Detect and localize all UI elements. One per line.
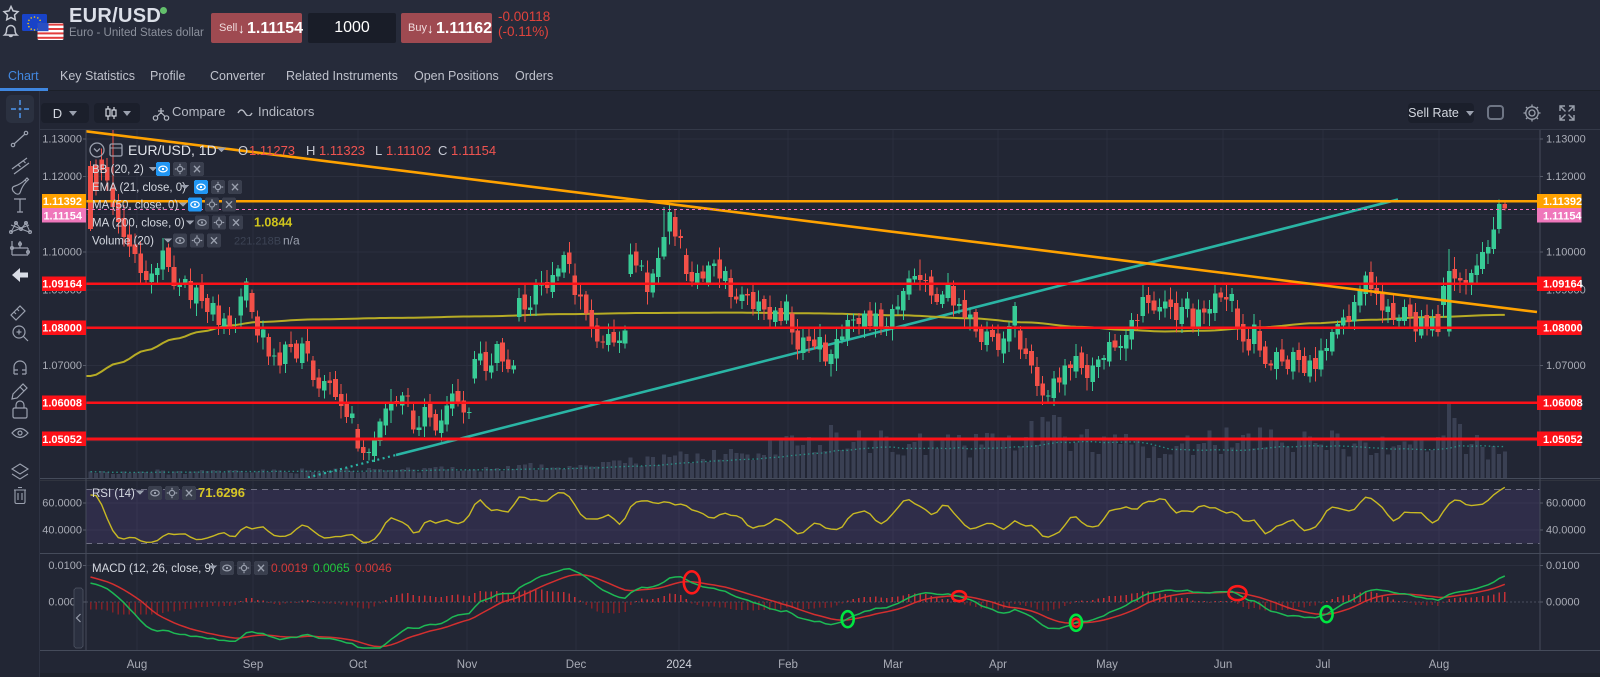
svg-text:1.08000: 1.08000: [42, 323, 82, 335]
svg-text:MA (50, close, 0): MA (50, close, 0): [92, 200, 178, 212]
svg-text:1.13000: 1.13000: [1546, 134, 1586, 146]
svg-text:O: O: [238, 143, 248, 158]
svg-text:40.0000: 40.0000: [42, 525, 82, 537]
svg-text:Dec: Dec: [566, 659, 587, 671]
svg-text:BB (20, 2): BB (20, 2): [92, 164, 144, 176]
svg-text:40.0000: 40.0000: [1546, 525, 1586, 537]
svg-text:60.0000: 60.0000: [42, 498, 82, 510]
svg-text:71.6296: 71.6296: [198, 485, 245, 500]
svg-text:221.218B: 221.218B: [234, 236, 281, 248]
svg-text:1.06008: 1.06008: [1543, 398, 1583, 410]
svg-text:1.05052: 1.05052: [42, 434, 82, 446]
svg-text:1.10000: 1.10000: [42, 247, 82, 259]
svg-text:MA (200, close, 0): MA (200, close, 0): [92, 218, 185, 230]
svg-text:1.11154: 1.11154: [43, 210, 82, 222]
svg-text:1.07000: 1.07000: [42, 360, 82, 372]
svg-text:Feb: Feb: [778, 659, 798, 671]
svg-text:1.05052: 1.05052: [1543, 434, 1583, 446]
svg-text:Aug: Aug: [127, 659, 147, 671]
svg-text:Mar: Mar: [883, 659, 903, 671]
svg-text:Volume (20): Volume (20): [92, 236, 154, 248]
svg-text:1.11392: 1.11392: [43, 196, 82, 208]
svg-text:1.12000: 1.12000: [42, 171, 82, 183]
svg-text:Apr: Apr: [989, 659, 1007, 671]
svg-text:Aug: Aug: [1429, 659, 1449, 671]
svg-text:MACD (12, 26, close, 9): MACD (12, 26, close, 9): [92, 563, 215, 575]
svg-text:EUR/USD, 1D: EUR/USD, 1D: [128, 142, 217, 158]
svg-text:1.0844: 1.0844: [254, 216, 292, 230]
svg-text:H: H: [306, 143, 315, 158]
svg-text:Sep: Sep: [243, 659, 263, 671]
svg-text:1.09164: 1.09164: [1543, 279, 1584, 291]
svg-text:0.0000: 0.0000: [1546, 597, 1580, 609]
svg-text:0.0019: 0.0019: [271, 561, 308, 575]
svg-text:1.09164: 1.09164: [42, 279, 83, 291]
svg-text:0.0100: 0.0100: [48, 560, 82, 572]
svg-text:0.0065: 0.0065: [313, 561, 350, 575]
svg-text:1.11102: 1.11102: [386, 143, 431, 158]
svg-text:2024: 2024: [666, 659, 692, 671]
svg-text:0.0100: 0.0100: [1546, 560, 1580, 572]
svg-text:1.11154: 1.11154: [451, 143, 496, 158]
svg-text:1.08000: 1.08000: [1543, 323, 1583, 335]
svg-text:1.06008: 1.06008: [42, 398, 82, 410]
svg-text:1.11154: 1.11154: [1543, 210, 1582, 222]
svg-text:1.10000: 1.10000: [1546, 247, 1586, 259]
svg-text:1.11273: 1.11273: [249, 143, 295, 158]
svg-text:60.0000: 60.0000: [1546, 498, 1586, 510]
svg-text:C: C: [438, 143, 447, 158]
svg-text:1.12000: 1.12000: [1546, 171, 1586, 183]
svg-text:1.13000: 1.13000: [42, 134, 82, 146]
svg-text:EMA (21, close, 0): EMA (21, close, 0): [92, 182, 186, 194]
svg-text:Jun: Jun: [1214, 659, 1233, 671]
svg-text:0.0046: 0.0046: [355, 561, 392, 575]
svg-text:May: May: [1096, 659, 1118, 671]
svg-text:1.11323: 1.11323: [319, 143, 365, 158]
svg-text:RSI (14): RSI (14): [92, 488, 135, 500]
svg-text:Jul: Jul: [1316, 659, 1331, 671]
svg-text:Nov: Nov: [457, 659, 478, 671]
svg-text:n/a: n/a: [283, 234, 300, 248]
svg-text:Oct: Oct: [349, 659, 368, 671]
svg-text:1.11392: 1.11392: [1543, 196, 1582, 208]
svg-text:L: L: [375, 143, 382, 158]
svg-text:1.07000: 1.07000: [1546, 360, 1586, 372]
